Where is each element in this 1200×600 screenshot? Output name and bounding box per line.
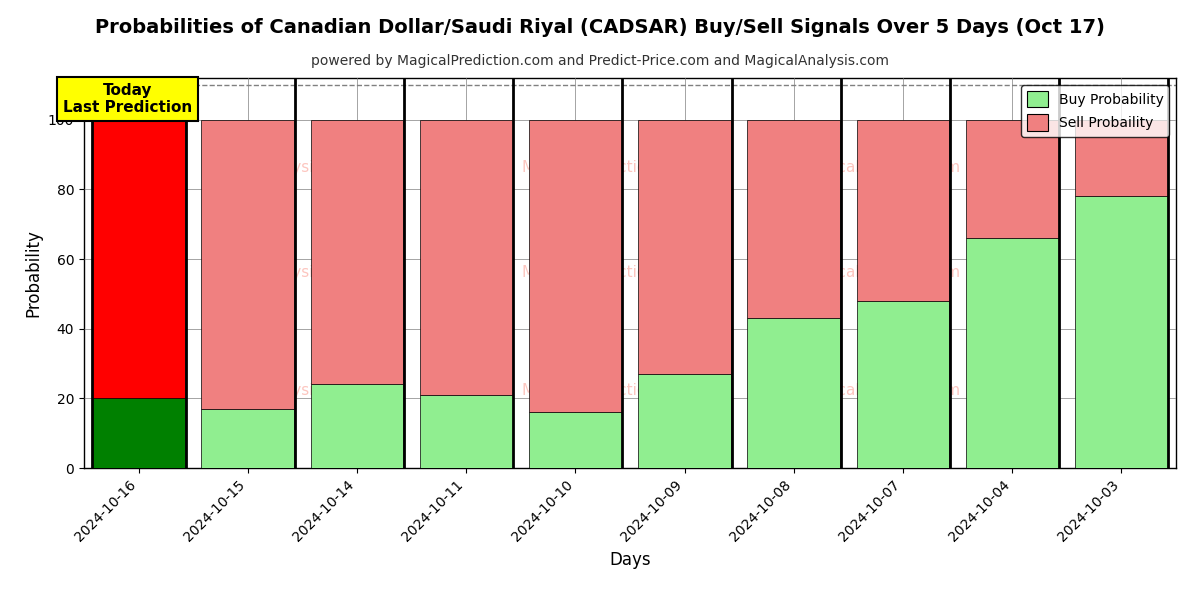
Bar — [638, 374, 731, 468]
Bar — [92, 398, 185, 468]
Bar — [857, 301, 949, 468]
Bar — [966, 120, 1058, 238]
Bar — [748, 318, 840, 468]
Bar — [529, 120, 622, 412]
Y-axis label: Probability: Probability — [24, 229, 42, 317]
Text: MagicalPrediction.com: MagicalPrediction.com — [522, 265, 695, 280]
Text: MagicalPrediction.com: MagicalPrediction.com — [522, 383, 695, 398]
Bar — [311, 385, 403, 468]
Text: MagicalAnalysis.com: MagicalAnalysis.com — [802, 265, 961, 280]
Bar — [202, 120, 294, 409]
Bar — [748, 120, 840, 318]
Text: MagicalPrediction.com: MagicalPrediction.com — [522, 160, 695, 175]
Bar — [311, 120, 403, 385]
X-axis label: Days: Days — [610, 551, 650, 569]
Bar — [1075, 196, 1168, 468]
Text: Probabilities of Canadian Dollar/Saudi Riyal (CADSAR) Buy/Sell Signals Over 5 Da: Probabilities of Canadian Dollar/Saudi R… — [95, 18, 1105, 37]
Text: MagicalAnalysis.com: MagicalAnalysis.com — [200, 383, 360, 398]
Bar — [529, 412, 622, 468]
Bar — [857, 120, 949, 301]
Bar — [638, 120, 731, 374]
Text: MagicalAnalysis.com: MagicalAnalysis.com — [200, 265, 360, 280]
Text: Today
Last Prediction: Today Last Prediction — [64, 83, 192, 115]
Legend: Buy Probability, Sell Probaility: Buy Probability, Sell Probaility — [1021, 85, 1169, 137]
Bar — [420, 120, 512, 395]
Bar — [1075, 120, 1168, 196]
Bar — [966, 238, 1058, 468]
Bar — [202, 409, 294, 468]
Bar — [92, 120, 185, 398]
Text: MagicalAnalysis.com: MagicalAnalysis.com — [802, 160, 961, 175]
Bar — [420, 395, 512, 468]
Text: powered by MagicalPrediction.com and Predict-Price.com and MagicalAnalysis.com: powered by MagicalPrediction.com and Pre… — [311, 54, 889, 68]
Text: MagicalAnalysis.com: MagicalAnalysis.com — [802, 383, 961, 398]
Text: MagicalAnalysis.com: MagicalAnalysis.com — [200, 160, 360, 175]
